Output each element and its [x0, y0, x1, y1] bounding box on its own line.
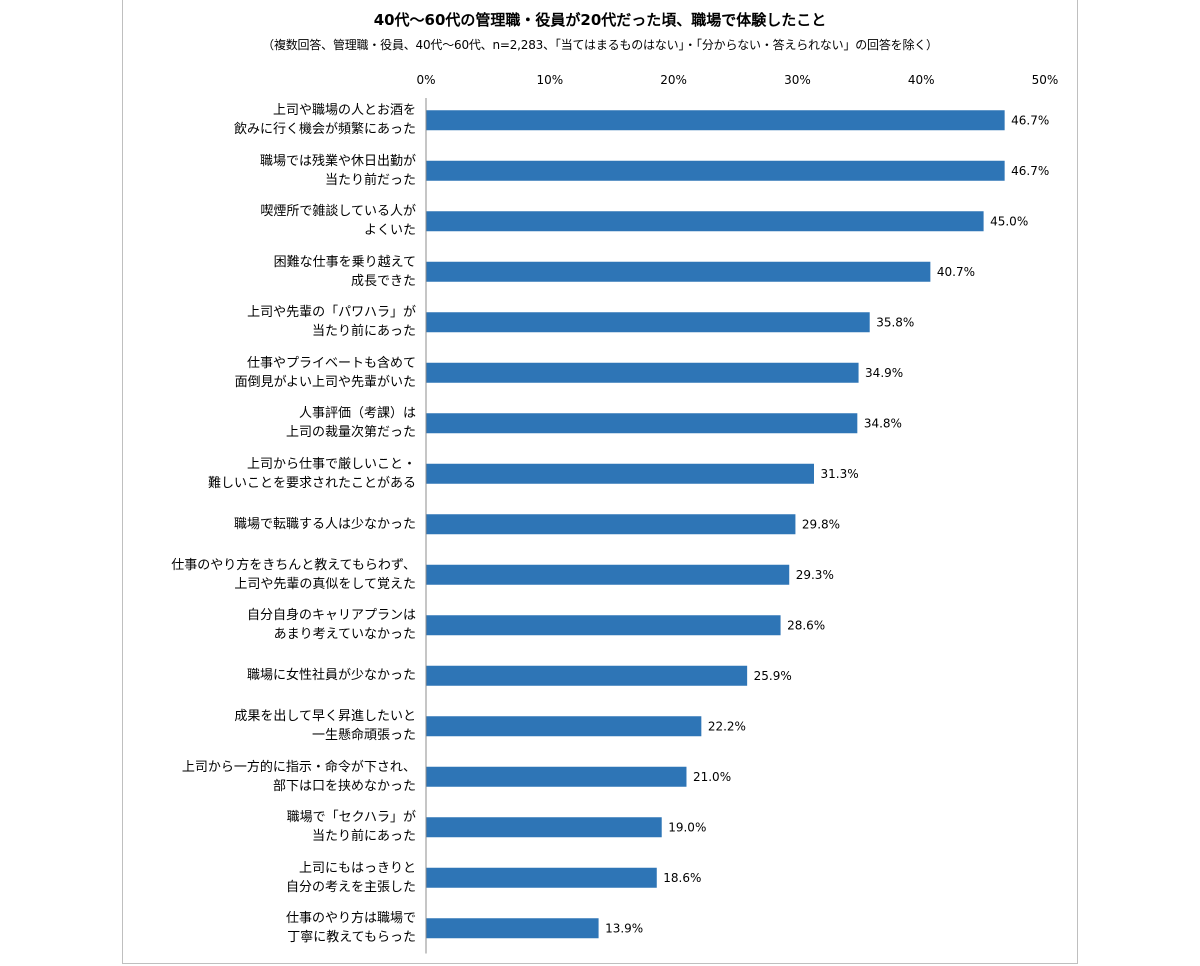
- bar: [426, 766, 687, 787]
- category-label-line: 上司にもはっきりと: [298, 860, 416, 876]
- category-label-line: 部下は口を挟めなかった: [272, 778, 416, 794]
- category-label-line: 上司から一方的に指示・命令が下され、: [181, 759, 416, 775]
- category-label-line: 職場で「セクハラ」が: [286, 810, 416, 826]
- category-label-line: 自分の考えを主張した: [285, 879, 416, 895]
- data-label: 46.7%: [1011, 113, 1049, 127]
- x-tick-label: 40%: [908, 73, 935, 87]
- chart-subtitle: （複数回答、管理職・役員、40代～60代、n=2,283、「当てはまるものはない…: [262, 38, 938, 52]
- x-tick-label: 20%: [660, 73, 687, 87]
- data-label: 13.9%: [605, 921, 643, 935]
- bar: [426, 413, 858, 434]
- category-label-line: 困難な仕事を乗り越えて: [273, 254, 416, 270]
- x-tick-label: 10%: [536, 73, 563, 87]
- category-label: 自分自身のキャリアプランはあまり考えていなかった: [130, 606, 416, 644]
- category-label: 成果を出して早く昇進したいと一生懸命頑張った: [130, 707, 416, 745]
- bar: [426, 918, 599, 939]
- data-label: 46.7%: [1011, 164, 1049, 178]
- category-label-line: 職場に女性社員が少なかった: [246, 668, 416, 684]
- data-label: 45.0%: [990, 214, 1028, 228]
- category-label: 職場で「セクハラ」が当たり前にあった: [130, 808, 416, 846]
- data-label: 31.3%: [820, 467, 858, 481]
- data-label: 35.8%: [876, 315, 914, 329]
- category-label: 上司や先輩の「パワハラ」が当たり前にあった: [130, 303, 416, 341]
- data-label: 34.8%: [864, 416, 902, 430]
- category-label-line: 上司や先輩の「パワハラ」が: [247, 305, 416, 321]
- category-label-line: 面倒見がよい上司や先輩がいた: [234, 374, 416, 390]
- bar: [426, 867, 657, 888]
- category-label: 上司にもはっきりと自分の考えを主張した: [130, 859, 416, 897]
- data-label: 18.6%: [663, 871, 701, 885]
- bar: [426, 110, 1005, 131]
- category-label-line: 職場で転職する人は少なかった: [233, 516, 416, 532]
- category-label-line: 成長できた: [350, 273, 416, 289]
- category-label-line: 当たり前にあった: [311, 324, 416, 340]
- category-label-line: 一生懸命頑張った: [311, 728, 416, 744]
- data-label: 29.3%: [796, 568, 834, 582]
- category-label: 仕事やプライベートも含めて面倒見がよい上司や先輩がいた: [130, 354, 416, 392]
- category-label-line: 難しいことを要求されたことがある: [207, 475, 416, 491]
- chart-title: 40代～60代の管理職・役員が20代だった頃、職場で体験したこと: [373, 11, 827, 29]
- category-label-line: 上司や職場の人とお酒を: [272, 103, 416, 119]
- category-label: 職場に女性社員が少なかった: [130, 666, 416, 685]
- category-label-line: 当たり前だった: [324, 172, 416, 188]
- category-label-line: あまり考えていなかった: [273, 627, 416, 643]
- bar: [426, 716, 702, 737]
- category-label: 上司や職場の人とお酒を飲みに行く機会が頻繁にあった: [130, 101, 416, 139]
- x-tick-label: 30%: [784, 73, 811, 87]
- category-label: 困難な仕事を乗り越えて成長できた: [130, 253, 416, 291]
- data-label: 25.9%: [754, 669, 792, 683]
- bar: [426, 261, 931, 282]
- category-label-line: 自分自身のキャリアプランは: [246, 608, 416, 624]
- category-label-line: 人事評価（考課）は: [298, 406, 416, 422]
- category-label: 仕事のやり方をきちんと教えてもらわず、上司や先輩の真似をして覚えた: [130, 556, 416, 594]
- data-label: 34.9%: [865, 366, 903, 380]
- bar: [426, 564, 790, 585]
- bar: [426, 160, 1005, 181]
- data-label: 40.7%: [937, 265, 975, 279]
- category-label-line: 職場では残業や休日出勤が: [259, 153, 416, 169]
- bar: [426, 514, 796, 535]
- category-label: 職場で転職する人は少なかった: [130, 515, 416, 534]
- category-label-line: 仕事のやり方は職場で: [285, 911, 416, 927]
- data-label: 19.0%: [668, 820, 706, 834]
- category-label: 人事評価（考課）は上司の裁量次第だった: [130, 404, 416, 442]
- bar: [426, 615, 781, 636]
- bar: [426, 817, 662, 838]
- x-tick-label: 50%: [1032, 73, 1059, 87]
- category-label: 仕事のやり方は職場で 丁寧に教えてもらった: [130, 909, 416, 947]
- data-label: 29.8%: [802, 517, 840, 531]
- category-label-line: 丁寧に教えてもらった: [287, 930, 416, 946]
- category-label-line: 上司の裁量次第だった: [285, 425, 416, 441]
- category-label-line: 上司から仕事で厳しいこと・: [246, 456, 416, 472]
- x-tick-label: 0%: [416, 73, 435, 87]
- bar: [426, 665, 748, 686]
- data-label: 22.2%: [708, 719, 746, 733]
- category-label-line: よくいた: [363, 223, 416, 239]
- category-label-line: 当たり前にあった: [311, 829, 416, 845]
- category-label-line: 成果を出して早く昇進したいと: [234, 709, 416, 725]
- category-label-line: 仕事やプライベートも含めて: [246, 355, 416, 371]
- category-label-line: 上司や先輩の真似をして覚えた: [234, 576, 416, 592]
- category-label-line: 喫煙所で雑談している人が: [260, 204, 416, 220]
- data-label: 28.6%: [787, 618, 825, 632]
- category-label: 職場では残業や休日出勤が当たり前だった: [130, 152, 416, 190]
- category-label: 喫煙所で雑談している人がよくいた: [130, 202, 416, 240]
- bar: [426, 463, 814, 484]
- bar: [426, 211, 984, 232]
- category-label-line: 飲みに行く機会が頻繁にあった: [233, 122, 416, 138]
- category-label-line: 仕事のやり方をきちんと教えてもらわず、: [171, 557, 416, 573]
- category-label: 上司から仕事で厳しいこと・難しいことを要求されたことがある: [130, 455, 416, 493]
- data-label: 21.0%: [693, 770, 731, 784]
- bar: [426, 312, 870, 333]
- bar: [426, 362, 859, 383]
- category-label: 上司から一方的に指示・命令が下され、部下は口を挟めなかった: [130, 758, 416, 796]
